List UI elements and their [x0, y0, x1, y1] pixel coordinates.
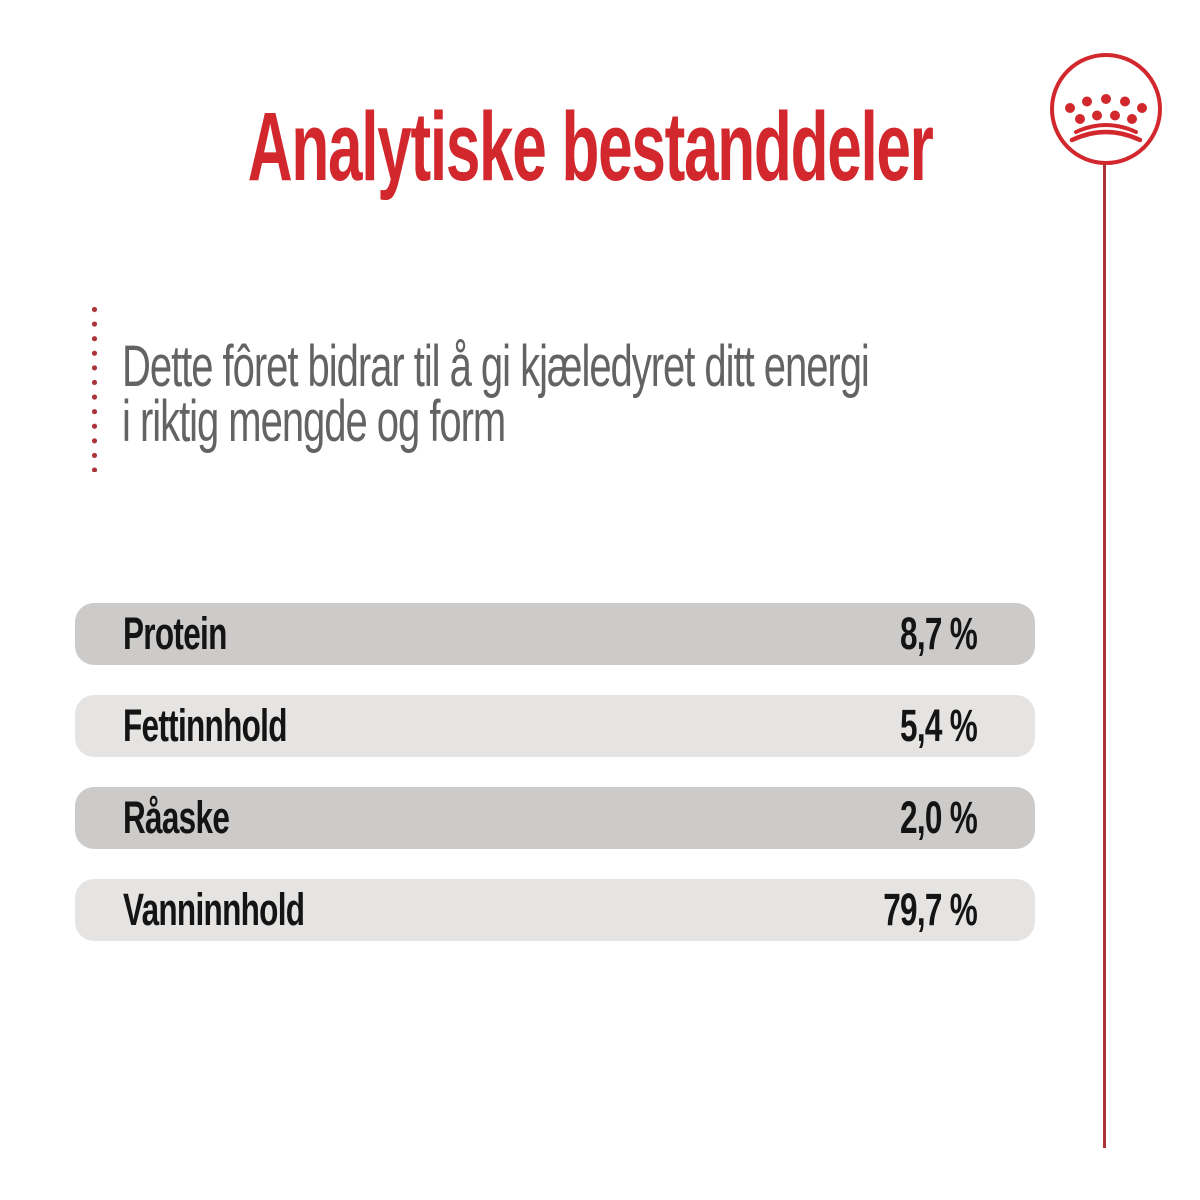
- row-value: 79,7 %: [883, 884, 978, 935]
- table-row: Råaske 2,0 %: [75, 787, 1035, 849]
- table-row: Vanninnhold 79,7 %: [75, 879, 1035, 941]
- row-value: 2,0 %: [899, 792, 978, 843]
- row-label: Råaske: [123, 792, 230, 843]
- table-row: Protein 8,7 %: [75, 603, 1035, 665]
- analytical-constituents-table: Protein 8,7 % Fettinnhold 5,4 % Råaske 2…: [75, 603, 1035, 941]
- table-row: Fettinnhold 5,4 %: [75, 695, 1035, 757]
- page-title: Analytiske bestanddeler: [247, 92, 934, 201]
- row-value: 5,4 %: [899, 700, 978, 751]
- royal-canin-crown-icon: [1050, 53, 1162, 165]
- intro-text-line2: i riktig mengde og form: [122, 389, 506, 454]
- row-value: 8,7 %: [899, 608, 978, 659]
- intro-text: Dette fôret bidrar til å gi kjæledyret d…: [122, 334, 870, 454]
- vertical-accent-line: [1103, 164, 1106, 1148]
- dotted-accent-line: [92, 307, 97, 472]
- row-label: Fettinnhold: [123, 700, 287, 751]
- row-label: Vanninnhold: [123, 884, 305, 935]
- row-label: Protein: [123, 608, 227, 659]
- intro-text-line1: Dette fôret bidrar til å gi kjæledyret d…: [122, 334, 870, 399]
